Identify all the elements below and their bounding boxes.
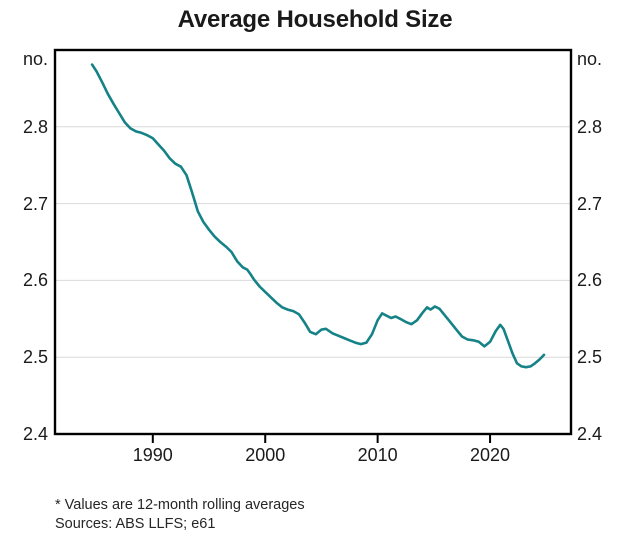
x-axis-label: 2010 [357,445,398,465]
x-axis-label: 1990 [132,445,173,465]
chart-footnote: * Values are 12-month rolling averages [55,497,305,513]
chart-sources: Sources: ABS LLFS; e61 [55,516,216,532]
plot-border [53,48,573,436]
y-axis-label-left: 2.5 [22,347,48,368]
y-axis-label-right: 2.6 [577,270,603,291]
y-axis-label-left: 2.7 [22,193,48,214]
y-axis-label-left: 2.8 [22,116,48,137]
footer-block: * Values are 12-month rolling averages S… [55,496,305,534]
y-axis-label-left: 2.4 [22,424,48,444]
y-axis-label-right: 2.4 [577,424,603,444]
chart-title: Average Household Size [177,6,453,33]
y-axis-label-left: 2.6 [22,270,48,291]
x-axis-label: 2020 [470,445,511,465]
y-axis-label-right: 2.7 [577,193,603,214]
data-line [90,63,546,369]
unit-label-left: no. [22,49,48,69]
y-axis-label-right: 2.5 [577,347,603,368]
unit-label-right: no. [577,49,603,69]
x-axis-label: 2000 [245,445,286,465]
y-axis-label-right: 2.8 [577,116,603,137]
